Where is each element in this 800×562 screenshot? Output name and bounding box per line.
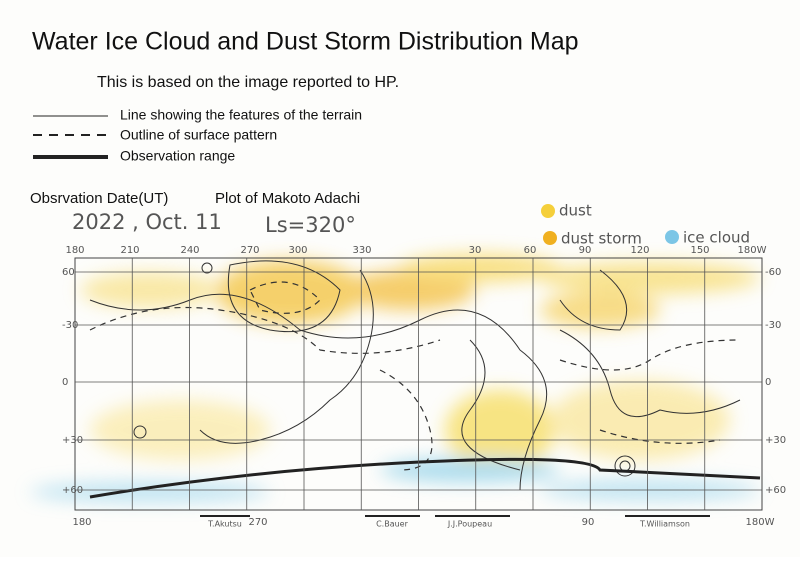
legend-text: Observation range [120,148,235,164]
latitude-label: -30 [62,320,78,331]
ls: Ls=320° [265,213,356,237]
longitude-label: 60 [524,245,537,256]
latitude-label: +30 [765,435,786,446]
longitude-label: 120 [630,245,649,256]
key-text: dust storm [561,230,642,248]
date: 2022 , Oct. 11 [72,210,222,234]
longitude-label: 300 [288,245,307,256]
longitude-label: 330 [352,245,371,256]
longitude-label: 270 [240,245,259,256]
longitude-label: 270 [248,517,267,528]
observer-name: T.Akutsu [207,520,242,529]
subtitle: This is based on the image reported to H… [97,74,399,91]
latitude-label: +60 [62,485,83,496]
longitude-label: 180W [746,517,775,528]
longitude-label: 90 [582,517,595,528]
observation-range [89,457,761,499]
key-text: ice cloud [683,229,750,247]
longitude-label: 210 [120,245,139,256]
latitude-label: 0 [765,377,771,388]
longitude-label: 180 [65,245,84,256]
map [30,254,763,511]
title: Water Ice Cloud and Dust Storm Distribut… [32,28,579,56]
longitude-label: 30 [469,245,482,256]
latitude-label: +60 [765,485,786,496]
longitude-label: 240 [180,245,199,256]
map-grid [74,257,763,511]
legend-text: Line showing the features of the terrain [120,107,362,123]
observer-name: C.Bauer [376,520,409,529]
ice-cloud-swatch [665,230,679,244]
date-label: Obsrvation Date(UT) [30,190,168,207]
latitude-label: 0 [62,377,68,388]
observer-name: T.Williamson [639,520,690,529]
legend-text: Outline of surface pattern [120,127,277,143]
observer-name: J.J.Poupeau [447,520,492,529]
pattern-outlines [89,281,741,471]
longitude-label: 90 [579,245,592,256]
latitude-label: -30 [765,320,781,331]
key-text: dust [559,202,592,220]
dust-swatch [541,204,555,218]
longitude-label: 180 [72,517,91,528]
longitude-label: 180W [738,245,767,256]
plot-label: Plot of Makoto Adachi [215,190,360,207]
latitude-label: -60 [765,267,781,278]
latitude-label: 60 [62,267,75,278]
dust-storm-swatch [543,231,557,245]
longitude-label: 150 [690,245,709,256]
latitude-label: +30 [62,435,83,446]
